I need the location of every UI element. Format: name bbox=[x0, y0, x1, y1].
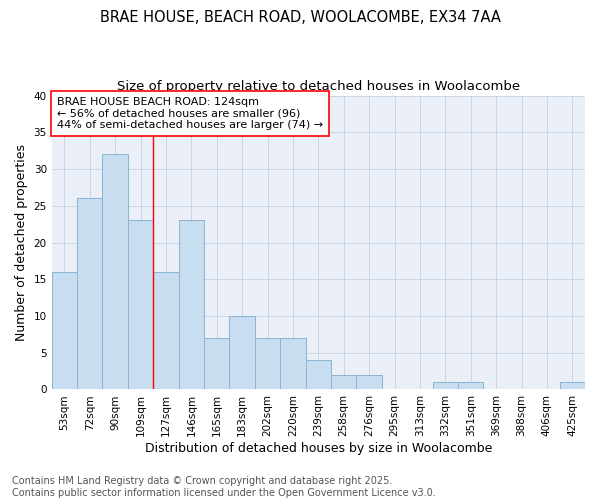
Bar bbox=[560, 382, 585, 390]
Text: BRAE HOUSE, BEACH ROAD, WOOLACOMBE, EX34 7AA: BRAE HOUSE, BEACH ROAD, WOOLACOMBE, EX34… bbox=[100, 10, 500, 25]
Bar bbox=[356, 375, 382, 390]
Bar bbox=[52, 272, 77, 390]
Bar bbox=[103, 154, 128, 390]
Bar bbox=[331, 375, 356, 390]
Bar bbox=[433, 382, 458, 390]
Text: Contains HM Land Registry data © Crown copyright and database right 2025.
Contai: Contains HM Land Registry data © Crown c… bbox=[12, 476, 436, 498]
Bar bbox=[229, 316, 255, 390]
Y-axis label: Number of detached properties: Number of detached properties bbox=[15, 144, 28, 341]
Title: Size of property relative to detached houses in Woolacombe: Size of property relative to detached ho… bbox=[117, 80, 520, 93]
Bar bbox=[128, 220, 153, 390]
Bar bbox=[179, 220, 204, 390]
Bar bbox=[458, 382, 484, 390]
Bar bbox=[153, 272, 179, 390]
Bar bbox=[77, 198, 103, 390]
Bar bbox=[204, 338, 229, 390]
Bar bbox=[305, 360, 331, 390]
X-axis label: Distribution of detached houses by size in Woolacombe: Distribution of detached houses by size … bbox=[145, 442, 492, 455]
Text: BRAE HOUSE BEACH ROAD: 124sqm
← 56% of detached houses are smaller (96)
44% of s: BRAE HOUSE BEACH ROAD: 124sqm ← 56% of d… bbox=[57, 97, 323, 130]
Bar bbox=[255, 338, 280, 390]
Bar bbox=[280, 338, 305, 390]
